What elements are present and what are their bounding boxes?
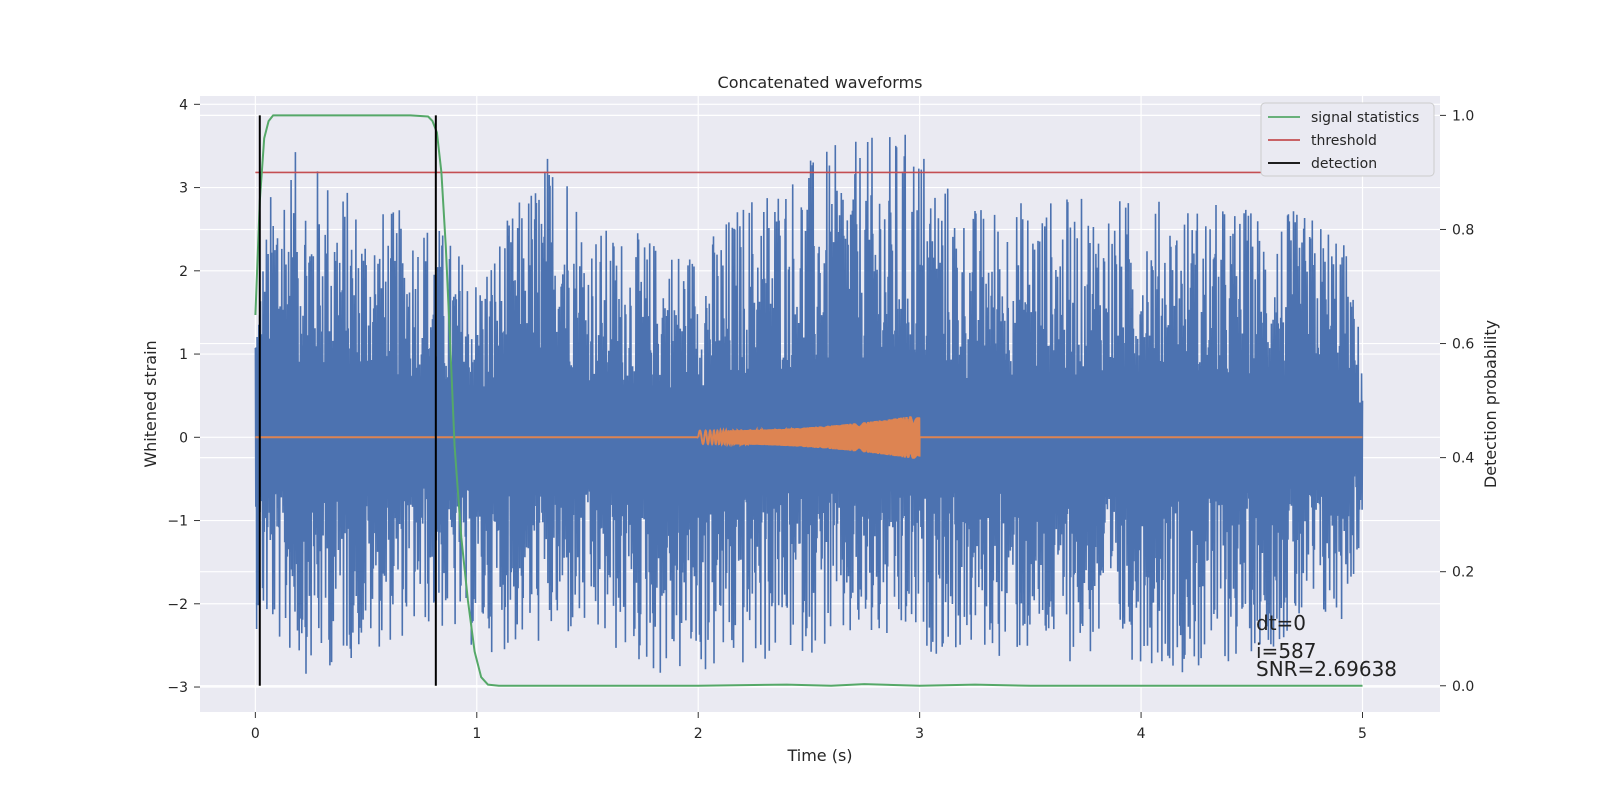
y-tick-label: 2 xyxy=(179,264,188,280)
annotation-snr: SNR=2.69638 xyxy=(1256,657,1397,681)
x-axis-title: Time (s) xyxy=(786,746,852,765)
y-tick-label: 3 xyxy=(179,181,188,197)
legend-label-detection: detection xyxy=(1311,156,1377,172)
strain-noise-line xyxy=(254,134,1364,674)
y2-tick-label: 0.8 xyxy=(1452,222,1474,238)
y-tick-label: 0 xyxy=(179,430,188,446)
y2-tick-label: 0.0 xyxy=(1452,679,1474,695)
y-tick-label: −1 xyxy=(167,514,188,530)
series-layer xyxy=(254,114,1385,687)
y-tick-label: 1 xyxy=(179,347,188,363)
annotation-dt: dt=0 xyxy=(1256,611,1306,635)
x-tick-label: 1 xyxy=(472,726,481,742)
legend: signal statistics threshold detection xyxy=(1260,102,1435,177)
axes-layer: 0 1 2 3 4 5 −3 −2 −1 0 1 2 3 4 0.0 0.2 0.4 0.6 0.8 1.0 xyxy=(167,97,1474,742)
y-tick-label: −3 xyxy=(167,680,188,696)
y2-tick-label: 1.0 xyxy=(1452,108,1474,124)
signal-statistics-line xyxy=(254,114,1363,687)
chart-title: Concatenated waveforms xyxy=(718,73,923,92)
y-tick-label: −2 xyxy=(167,597,188,613)
y-tick-label: 4 xyxy=(179,97,188,113)
x-tick-label: 5 xyxy=(1358,726,1367,742)
x-tick-label: 3 xyxy=(915,726,924,742)
y2-tick-label: 0.2 xyxy=(1452,565,1474,581)
x-tick-label: 0 xyxy=(251,726,260,742)
waveform-series xyxy=(255,416,1363,459)
annotation-index: i=587 xyxy=(1256,639,1317,663)
y2-tick-label: 0.6 xyxy=(1452,337,1474,353)
legend-label-signal-statistics: signal statistics xyxy=(1311,110,1419,126)
x-tick-label: 2 xyxy=(694,726,703,742)
x-tick-label: 4 xyxy=(1137,726,1146,742)
y2-tick-label: 0.4 xyxy=(1452,451,1474,467)
legend-label-threshold: threshold xyxy=(1311,133,1377,149)
waveform-line xyxy=(255,416,1363,459)
legend-frame xyxy=(1260,102,1435,177)
y2-axis-title: Detection probability xyxy=(1481,320,1500,488)
strain-noise-series xyxy=(254,134,1364,674)
y-axis-title: Whitened strain xyxy=(141,340,160,467)
